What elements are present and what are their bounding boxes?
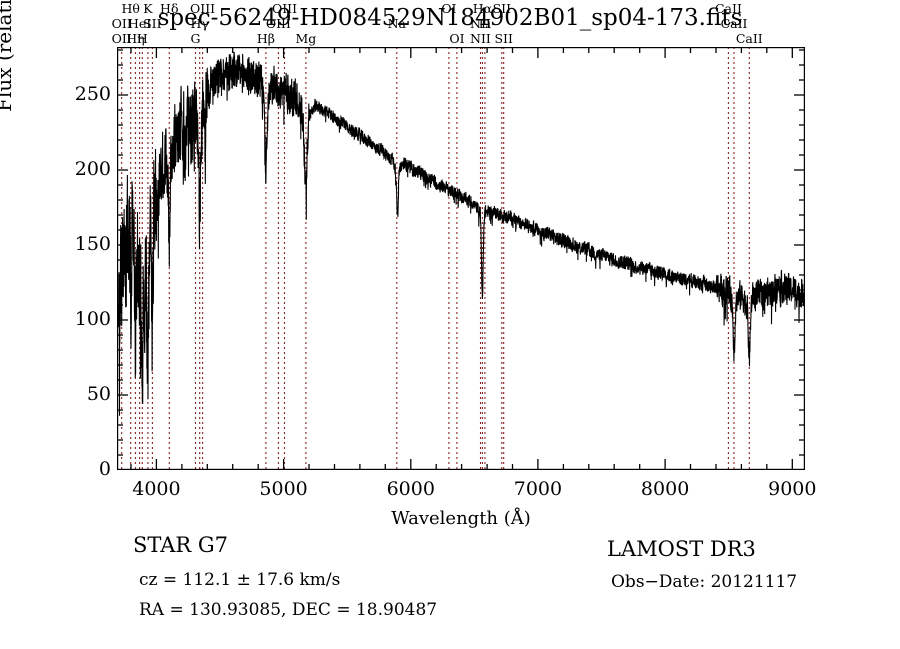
spectral-line-label: OII bbox=[111, 31, 132, 46]
spectral-line-label: Na bbox=[387, 16, 406, 31]
spectral-line-label: NII bbox=[470, 16, 491, 31]
spectral-line-label: CaII bbox=[714, 1, 742, 16]
spectral-line-label: K bbox=[143, 1, 153, 16]
spectral-line-label: OIII bbox=[265, 16, 291, 31]
y-tick-label: 100 bbox=[74, 308, 111, 330]
spectral-line-label: G bbox=[190, 31, 201, 46]
spectral-line-label: Hη bbox=[126, 31, 145, 46]
spectral-line-label: Hα bbox=[472, 1, 493, 16]
x-tick-label: 8000 bbox=[640, 478, 690, 500]
spectral-line-label: SII bbox=[143, 16, 162, 31]
spectral-line-label: Hγ bbox=[190, 16, 209, 31]
x-tick-label: 5000 bbox=[259, 478, 308, 500]
cz-text: cz = 112.1 ± 17.6 km/s bbox=[139, 570, 341, 590]
spectral-line-label: CaII bbox=[735, 31, 763, 46]
spectral-line-label: OII bbox=[111, 16, 132, 31]
spectral-line-label-layer: OII OII Hθ Hη HeI H K SII Hδ Hγ OIII G Hβ OIII OIII Mg N… bbox=[0, 2, 900, 97]
x-tick-label: 7000 bbox=[513, 478, 563, 500]
spectral-line-label: HeI bbox=[128, 16, 152, 31]
y-tick-label: 250 bbox=[74, 83, 111, 105]
x-axis-ticks: 4000 5000 6000 7000 8000 9000 bbox=[0, 478, 900, 506]
x-tick-label: 9000 bbox=[768, 478, 817, 500]
y-axis-label: Flux (relative) bbox=[0, 0, 16, 112]
spectral-line-label: SII bbox=[494, 31, 513, 46]
spectral-line-label: Hδ bbox=[160, 1, 179, 16]
spectral-line-label: OI bbox=[441, 1, 457, 16]
survey-text: LAMOST DR3 bbox=[607, 537, 756, 561]
spectral-line-label: SII bbox=[492, 1, 512, 16]
star-type-text: STAR G7 bbox=[133, 533, 229, 557]
x-axis-label: Wavelength (Å) bbox=[391, 508, 531, 529]
x-tick-label: 4000 bbox=[132, 478, 181, 500]
spectral-line-label: Hβ bbox=[256, 31, 275, 46]
y-tick-label: 200 bbox=[74, 158, 111, 180]
spectral-line-label: Hθ bbox=[121, 1, 140, 16]
spectral-line-label: Mg bbox=[295, 31, 317, 46]
y-tick-label: 150 bbox=[74, 233, 111, 255]
spectral-line-label: NII bbox=[470, 31, 491, 46]
y-tick-label: 50 bbox=[86, 383, 111, 405]
spectral-line-label: OIII bbox=[190, 1, 216, 16]
spectral-line-label: CaII bbox=[720, 16, 748, 31]
spectral-line-label: OIII bbox=[271, 1, 298, 16]
obs-date-text: Obs−Date: 20121117 bbox=[611, 572, 798, 592]
ra-dec-text: RA = 130.93085, DEC = 18.90487 bbox=[139, 600, 438, 620]
spectral-line-label: H bbox=[136, 31, 148, 46]
spectral-line-label: OI bbox=[449, 31, 465, 46]
spectral-line-label: Li bbox=[478, 16, 492, 31]
page-title: spec-56249-HD084529N184902B01_sp04-173.f… bbox=[157, 5, 743, 31]
y-axis-ticks: 0 50 100 150 200 250 bbox=[47, 47, 111, 480]
spectrum-plot bbox=[117, 47, 805, 470]
y-tick-label: 0 bbox=[98, 458, 111, 480]
x-tick-label: 6000 bbox=[386, 478, 435, 500]
